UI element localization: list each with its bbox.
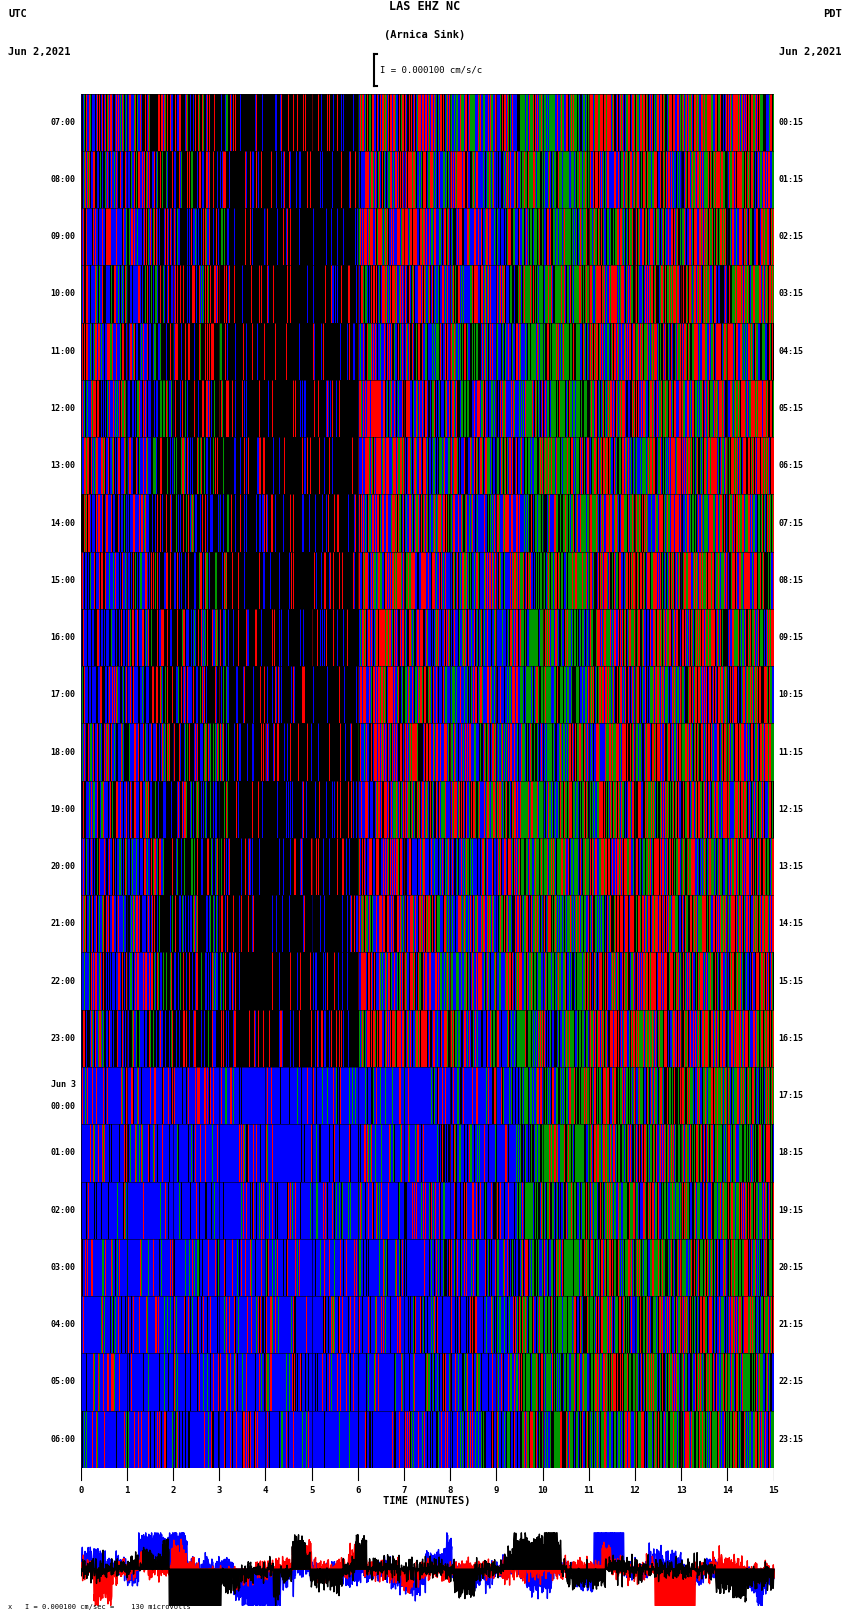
Text: 02:15: 02:15 xyxy=(779,232,803,242)
Text: 15: 15 xyxy=(768,1486,779,1495)
Text: 11: 11 xyxy=(583,1486,594,1495)
Text: 00:00: 00:00 xyxy=(51,1102,76,1111)
Text: Jun 3: Jun 3 xyxy=(51,1081,76,1089)
Text: 19:15: 19:15 xyxy=(779,1205,803,1215)
Text: 22:00: 22:00 xyxy=(51,976,76,986)
Text: 03:15: 03:15 xyxy=(779,289,803,298)
Text: UTC: UTC xyxy=(8,10,27,19)
Text: 15:15: 15:15 xyxy=(779,976,803,986)
Text: 5: 5 xyxy=(309,1486,314,1495)
Text: 3: 3 xyxy=(217,1486,222,1495)
Text: 7: 7 xyxy=(401,1486,406,1495)
Text: 07:00: 07:00 xyxy=(51,118,76,127)
Text: 15:00: 15:00 xyxy=(51,576,76,586)
Text: 13: 13 xyxy=(676,1486,687,1495)
Text: 07:15: 07:15 xyxy=(779,518,803,527)
Text: 23:15: 23:15 xyxy=(779,1434,803,1444)
Text: 08:15: 08:15 xyxy=(779,576,803,586)
Text: 14: 14 xyxy=(722,1486,733,1495)
Text: 06:00: 06:00 xyxy=(51,1434,76,1444)
Text: LAS EHZ NC: LAS EHZ NC xyxy=(389,0,461,13)
Text: 12: 12 xyxy=(630,1486,640,1495)
Text: Jun 2,2021: Jun 2,2021 xyxy=(779,47,842,56)
Text: 0: 0 xyxy=(78,1486,83,1495)
Text: 14:15: 14:15 xyxy=(779,919,803,929)
Text: 01:15: 01:15 xyxy=(779,174,803,184)
Text: 20:00: 20:00 xyxy=(51,861,76,871)
Text: 05:00: 05:00 xyxy=(51,1378,76,1387)
Text: TIME (MINUTES): TIME (MINUTES) xyxy=(383,1497,471,1507)
Text: 01:00: 01:00 xyxy=(51,1148,76,1158)
Text: 20:15: 20:15 xyxy=(779,1263,803,1273)
Text: 09:00: 09:00 xyxy=(51,232,76,242)
Text: 19:00: 19:00 xyxy=(51,805,76,815)
Text: Jun 2,2021: Jun 2,2021 xyxy=(8,47,71,56)
Text: 6: 6 xyxy=(355,1486,360,1495)
Text: 21:00: 21:00 xyxy=(51,919,76,929)
Text: 22:15: 22:15 xyxy=(779,1378,803,1387)
Text: 10:00: 10:00 xyxy=(51,289,76,298)
Text: 09:15: 09:15 xyxy=(779,632,803,642)
Text: 8: 8 xyxy=(448,1486,453,1495)
Text: 13:15: 13:15 xyxy=(779,861,803,871)
Text: I = 0.000100 cm/s/c: I = 0.000100 cm/s/c xyxy=(380,66,482,74)
Text: 21:15: 21:15 xyxy=(779,1319,803,1329)
Text: 03:00: 03:00 xyxy=(51,1263,76,1273)
Text: 12:00: 12:00 xyxy=(51,403,76,413)
Text: 06:15: 06:15 xyxy=(779,461,803,471)
Text: 11:15: 11:15 xyxy=(779,747,803,756)
Text: 4: 4 xyxy=(263,1486,268,1495)
Text: 14:00: 14:00 xyxy=(51,518,76,527)
Text: 17:00: 17:00 xyxy=(51,690,76,700)
Text: 16:15: 16:15 xyxy=(779,1034,803,1044)
Text: 08:00: 08:00 xyxy=(51,174,76,184)
Text: 16:00: 16:00 xyxy=(51,632,76,642)
Text: 00:15: 00:15 xyxy=(779,118,803,127)
Text: 04:00: 04:00 xyxy=(51,1319,76,1329)
Text: 10: 10 xyxy=(537,1486,548,1495)
Text: 1: 1 xyxy=(124,1486,129,1495)
Text: 2: 2 xyxy=(171,1486,176,1495)
Text: 23:00: 23:00 xyxy=(51,1034,76,1044)
Text: 04:15: 04:15 xyxy=(779,347,803,356)
Text: 02:00: 02:00 xyxy=(51,1205,76,1215)
Text: 05:15: 05:15 xyxy=(779,403,803,413)
Text: 13:00: 13:00 xyxy=(51,461,76,471)
Text: PDT: PDT xyxy=(823,10,842,19)
Text: 9: 9 xyxy=(494,1486,499,1495)
Text: x   I = 0.000100 cm/sec =    130 microvolts: x I = 0.000100 cm/sec = 130 microvolts xyxy=(8,1603,191,1610)
Text: 17:15: 17:15 xyxy=(779,1090,803,1100)
Text: 10:15: 10:15 xyxy=(779,690,803,700)
Text: 12:15: 12:15 xyxy=(779,805,803,815)
Text: 11:00: 11:00 xyxy=(51,347,76,356)
Text: (Arnica Sink): (Arnica Sink) xyxy=(384,31,466,40)
Text: 18:00: 18:00 xyxy=(51,747,76,756)
Text: 18:15: 18:15 xyxy=(779,1148,803,1158)
